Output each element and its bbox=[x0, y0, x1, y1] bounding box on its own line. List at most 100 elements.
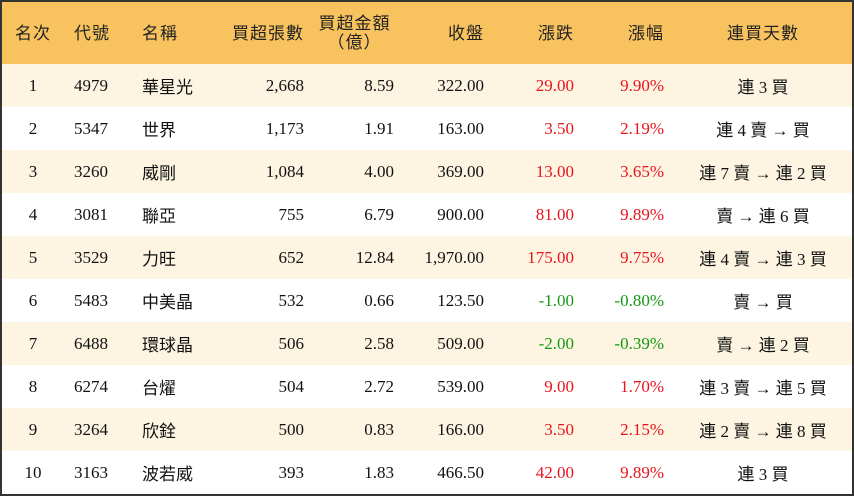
table-row: 9 3264 欣銓 500 0.83 166.00 3.50 2.15% 連 2 賣 → 連 8… bbox=[2, 408, 852, 451]
table-cell: 連 4 賣 → 買 bbox=[716, 121, 810, 140]
table-cell: 2.58 bbox=[364, 333, 394, 353]
table-cell: 3081 bbox=[74, 204, 108, 224]
table-cell: 6 bbox=[28, 290, 38, 310]
table-cell: 506 bbox=[278, 333, 305, 353]
table-row: 6 5483 中美晶 532 0.66 123.50 -1.00 -0.80% 賣 → 買 bbox=[2, 279, 852, 322]
table-cell: 652 bbox=[278, 247, 305, 267]
table-cell: 連 3 買 bbox=[737, 465, 789, 484]
table-cell: 10 bbox=[24, 462, 42, 482]
table-cell: 連 3 賣 → 連 5 買 bbox=[699, 379, 827, 398]
table-cell: 連 2 賣 → 連 8 買 bbox=[699, 422, 827, 441]
table-cell: 81.00 bbox=[535, 204, 574, 224]
table-cell: 4.00 bbox=[364, 161, 394, 181]
table-cell: 3.50 bbox=[544, 118, 574, 138]
table-body: 1 4979 華星光 2,668 8.59 322.00 29.00 9.90% 連 3 買 2 5… bbox=[2, 64, 852, 494]
table-cell: 3.65% bbox=[620, 161, 664, 181]
table-cell: 連 7 賣 → 連 2 買 bbox=[699, 164, 827, 183]
table-cell: 1,173 bbox=[265, 118, 304, 138]
table-row: 8 6274 台燿 504 2.72 539.00 9.00 1.70% 連 3 賣 → 連 5… bbox=[2, 365, 852, 408]
table-cell: 0.83 bbox=[364, 419, 394, 439]
table-cell: 9 bbox=[28, 419, 38, 439]
table-cell: 0.66 bbox=[364, 290, 394, 310]
table-row: 7 6488 環球晶 506 2.58 509.00 -2.00 -0.39% 賣 → 連 2 … bbox=[2, 322, 852, 365]
table-cell: -0.39% bbox=[614, 333, 664, 353]
table-cell: 393 bbox=[278, 462, 305, 482]
header-cell: 名次 bbox=[15, 23, 51, 43]
table-cell: 9.75% bbox=[620, 247, 664, 267]
table-cell: 163.00 bbox=[437, 118, 484, 138]
table-cell: 9.89% bbox=[620, 204, 664, 224]
table-cell: 3.50 bbox=[544, 419, 574, 439]
table-cell: 504 bbox=[278, 376, 305, 396]
table-row: 1 4979 華星光 2,668 8.59 322.00 29.00 9.90% 連 3 買 bbox=[2, 64, 852, 107]
table-cell: 7 bbox=[28, 333, 38, 353]
table-cell: 中美晶 bbox=[142, 293, 193, 312]
table-cell: 華星光 bbox=[142, 78, 193, 97]
table-cell: 1,970.00 bbox=[424, 247, 485, 267]
table-row: 10 3163 波若威 393 1.83 466.50 42.00 9.89% 連 3 買 bbox=[2, 451, 852, 494]
table-row: 3 3260 威剛 1,084 4.00 369.00 13.00 3.65% 連 7 賣 → … bbox=[2, 150, 852, 193]
table-cell: 532 bbox=[278, 290, 305, 310]
table-cell: 9.89% bbox=[620, 462, 664, 482]
table-cell: -2.00 bbox=[538, 333, 574, 353]
table-cell: 1,084 bbox=[265, 161, 304, 181]
table-cell: 123.50 bbox=[437, 290, 484, 310]
table-cell: 1.70% bbox=[620, 376, 664, 396]
table-cell: 539.00 bbox=[437, 376, 484, 396]
table-cell: 1 bbox=[28, 75, 38, 95]
table-cell: 2.15% bbox=[620, 419, 664, 439]
table-cell: 台燿 bbox=[142, 379, 176, 398]
table-cell: 力旺 bbox=[142, 250, 176, 269]
table-cell: 2.19% bbox=[620, 118, 664, 138]
table-cell: 466.50 bbox=[437, 462, 484, 482]
header-cell: 漲幅 bbox=[628, 23, 664, 43]
table-cell: 1.91 bbox=[364, 118, 394, 138]
header-cell: 連買天數 bbox=[727, 23, 799, 43]
table-cell: 8 bbox=[28, 376, 38, 396]
table-cell: 賣 → 連 2 買 bbox=[716, 336, 810, 355]
table-cell: 3 bbox=[28, 161, 38, 181]
header-line: （億） bbox=[327, 33, 382, 52]
table-cell: 9.90% bbox=[620, 75, 664, 95]
table-cell: 環球晶 bbox=[142, 336, 193, 355]
table-cell: 500 bbox=[278, 419, 305, 439]
table-row: 5 3529 力旺 652 12.84 1,970.00 175.00 9.75% 連 4 賣 … bbox=[2, 236, 852, 279]
table-cell: 29.00 bbox=[535, 75, 574, 95]
table-cell: 2 bbox=[28, 118, 38, 138]
table-row: 2 5347 世界 1,173 1.91 163.00 3.50 2.19% 連 4 賣 → 買 bbox=[2, 107, 852, 150]
table-cell: 波若威 bbox=[142, 465, 193, 484]
table-cell: 欣銓 bbox=[142, 422, 176, 441]
table-cell: 5347 bbox=[74, 118, 108, 138]
table-cell: 賣 → 連 6 買 bbox=[716, 207, 810, 226]
table-cell: 威剛 bbox=[142, 164, 176, 183]
header-cell: 買超張數 bbox=[232, 23, 304, 43]
table-cell: 755 bbox=[278, 204, 305, 224]
table-cell: 3260 bbox=[74, 161, 108, 181]
table-cell: 3529 bbox=[74, 247, 108, 267]
table-cell: 8.59 bbox=[364, 75, 394, 95]
table-cell: 900.00 bbox=[437, 204, 484, 224]
table-cell: 世界 bbox=[142, 121, 176, 140]
table-row: 4 3081 聯亞 755 6.79 900.00 81.00 9.89% 賣 → 連 6 買 bbox=[2, 193, 852, 236]
table-cell: 2,668 bbox=[265, 75, 304, 95]
table-cell: 13.00 bbox=[535, 161, 574, 181]
header-cell: 收盤 bbox=[448, 23, 484, 43]
table-cell: 6274 bbox=[74, 376, 108, 396]
table-cell: 166.00 bbox=[437, 419, 484, 439]
table-cell: 175.00 bbox=[527, 247, 574, 267]
table-cell: 5 bbox=[28, 247, 38, 267]
table-cell: 42.00 bbox=[535, 462, 574, 482]
table-cell: 3264 bbox=[74, 419, 108, 439]
header-row: 名次 代號 名稱 買超張數 買超金額 （億） 收盤 漲跌 漲幅 連買天數 bbox=[2, 2, 852, 64]
table-cell: 賣 → 買 bbox=[733, 293, 793, 312]
table-header: 名次 代號 名稱 買超張數 買超金額 （億） 收盤 漲跌 漲幅 連買天數 bbox=[2, 2, 852, 64]
table-cell: 4979 bbox=[74, 75, 108, 95]
table-cell: 369.00 bbox=[437, 161, 484, 181]
header-cell: 代號 bbox=[74, 23, 110, 43]
table-cell: 連 4 賣 → 連 3 買 bbox=[699, 250, 827, 269]
table-cell: 3163 bbox=[74, 462, 108, 482]
table-cell: 509.00 bbox=[437, 333, 484, 353]
table-cell: 4 bbox=[28, 204, 38, 224]
table-cell: 6488 bbox=[74, 333, 108, 353]
